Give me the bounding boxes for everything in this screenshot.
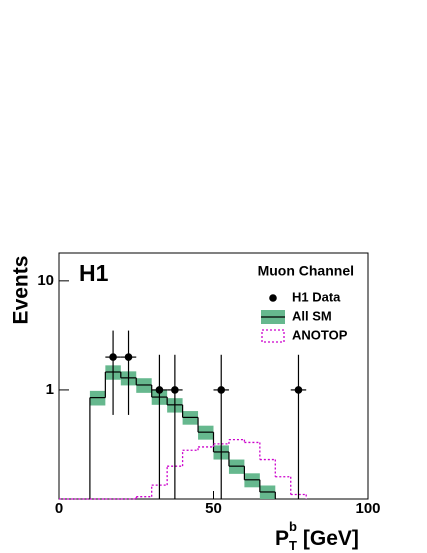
- x-tick-label: 50: [205, 500, 222, 517]
- experiment-label: H1: [79, 260, 109, 286]
- channel-label: Muon Channel: [258, 263, 354, 279]
- legend-swatch: [261, 329, 285, 343]
- legend-label: H1 Data: [292, 289, 341, 304]
- y-axis-label: Events: [10, 256, 33, 325]
- data-point: [217, 386, 226, 394]
- legend-label: ANOTOP: [292, 327, 348, 342]
- data-point: [171, 386, 179, 394]
- x-label-unit: [GeV]: [303, 527, 359, 550]
- y-tick-label: 1: [46, 381, 54, 398]
- data-point: [124, 353, 133, 361]
- x-axis-label: Pb T [GeV]: [275, 519, 359, 553]
- legend-label: All SM: [292, 308, 332, 323]
- x-label-main: P: [275, 527, 289, 550]
- x-label-sub: T: [289, 538, 297, 553]
- legend-marker: [269, 294, 277, 302]
- y-tick-label: 10: [37, 272, 54, 289]
- x-label-sup: b: [289, 519, 297, 534]
- data-point: [109, 353, 117, 361]
- data-point: [155, 386, 164, 394]
- x-tick-label: 100: [355, 500, 380, 517]
- data-point: [294, 386, 303, 394]
- x-tick-label: 0: [55, 500, 63, 517]
